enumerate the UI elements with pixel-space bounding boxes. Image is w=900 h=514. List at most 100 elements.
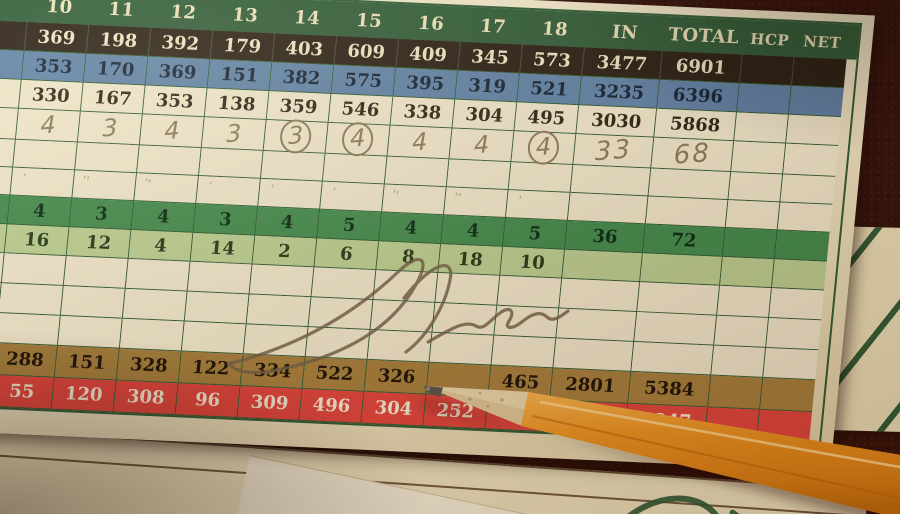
cell-par-10: 4 <box>7 195 73 228</box>
cell-par-NET <box>774 230 830 262</box>
cell-header-NET: NET <box>794 25 850 60</box>
cell-tees-gold-14: 334 <box>240 354 306 389</box>
cell-handicap-NET <box>771 259 827 291</box>
cell-handicap-14: 2 <box>252 235 318 268</box>
cell-blank-3-IN <box>556 308 638 342</box>
cell-blank-1-NET <box>780 174 836 205</box>
cell-blank-3-18 <box>494 305 560 339</box>
cell-player-score-12: 4 <box>139 114 205 149</box>
cell-tees-gold-IN: 2801 <box>550 368 632 404</box>
cell-par-IN: 36 <box>565 220 646 254</box>
cell-blank-3-17 <box>432 302 498 336</box>
cell-tees-white-11: 167 <box>80 82 146 115</box>
cell-player-score-13: 3 <box>201 117 267 151</box>
cell-blank-1-IN <box>570 165 652 197</box>
cell-tick-marks-18: ' <box>505 190 571 221</box>
cell-tees-blue-13: 151 <box>207 59 273 92</box>
cell-tees-black-15: 609 <box>334 36 400 68</box>
cell-blank-4-TOTAL <box>631 341 715 376</box>
cell-tees-gold-17 <box>426 362 492 398</box>
cell-tees-white-10: 330 <box>18 79 84 112</box>
cell-handicap-17: 18 <box>438 244 504 276</box>
cell-tees-blue-11: 170 <box>83 53 149 86</box>
cell-player-score-16: 4 <box>387 125 453 160</box>
cell-par-13: 3 <box>193 203 259 236</box>
cell-blank-2-15 <box>311 267 377 301</box>
cell-player-score-HCP <box>731 141 787 175</box>
cell-tees-gold-18: 465 <box>488 365 554 401</box>
cell-blank-3-HCP <box>714 315 770 348</box>
cell-blank-2-11 <box>63 256 129 289</box>
cell-blank-2-IN <box>559 278 641 313</box>
cell-tees-gold-NET <box>760 377 816 413</box>
cell-blank-3-14 <box>246 294 312 328</box>
cell-tees-red-12: 308 <box>113 380 179 416</box>
cell-tees-white-15: 546 <box>328 93 394 126</box>
cell-tees-blue-IN: 3235 <box>579 76 660 109</box>
cell-blank-2-NET <box>769 288 824 321</box>
cell-tees-gold-11: 151 <box>54 345 120 381</box>
cell-tees-gold-13: 122 <box>178 351 244 387</box>
cell-blank-4-HCP <box>711 345 767 378</box>
cell-handicap-TOTAL <box>640 253 723 286</box>
cell-player-score-11: 3 <box>77 111 143 146</box>
cell-tees-white-13: 138 <box>204 88 270 121</box>
handwritten-score: 3 <box>225 119 242 149</box>
cell-blank-1-12 <box>137 145 202 177</box>
cell-header-17: 17 <box>460 9 527 45</box>
cell-blank-4-14 <box>243 324 309 358</box>
cell-tees-gold-12: 328 <box>116 348 182 384</box>
cell-tees-gold-TOTAL: 5384 <box>628 371 712 408</box>
cell-player-score-18: 4 <box>511 129 577 166</box>
pencil-tick-mark: '' <box>390 187 401 202</box>
cell-blank-2-13 <box>187 261 253 295</box>
cell-blank-2-HCP <box>717 285 772 319</box>
cell-tees-blue-HCP <box>737 83 792 115</box>
cell-header-12: 12 <box>151 0 217 31</box>
pencil-tick-mark: '' <box>142 176 153 191</box>
handwritten-score: 4 <box>527 129 560 166</box>
cell-player-score-15: 4 <box>325 121 391 158</box>
cell-handicap-18: 10 <box>500 246 566 279</box>
cell-tees-blue-14: 382 <box>269 62 335 94</box>
handwritten-score: 3 <box>279 118 312 155</box>
cell-header-18: 18 <box>522 12 588 48</box>
cell-handicap-HCP <box>720 256 775 289</box>
cell-blank-2-18 <box>497 275 563 309</box>
cell-tees-white-16: 338 <box>390 96 456 129</box>
cell-handicap-10: 16 <box>4 224 70 257</box>
cell-blank-1-16 <box>384 156 450 188</box>
cell-tees-gold-HCP <box>708 375 764 410</box>
cell-tick-marks-15: ' <box>320 181 385 213</box>
handwritten-score: 4 <box>39 110 56 140</box>
cell-header-16: 16 <box>399 7 465 42</box>
cell-par-15: 5 <box>317 209 383 242</box>
cell-handicap-16: 8 <box>376 241 442 273</box>
cell-header-TOTAL: TOTAL <box>662 19 746 55</box>
cell-tees-black-12: 392 <box>148 27 214 60</box>
cell-player-score-NET <box>783 143 839 177</box>
cell-tees-black-11: 198 <box>86 24 152 57</box>
cell-tees-blue-18: 521 <box>517 73 583 106</box>
cell-header-HCP: HCP <box>742 22 798 57</box>
cell-blank-4-11 <box>57 315 123 349</box>
handwritten-score: 4 <box>411 127 428 157</box>
cell-blank-4-16 <box>367 329 433 363</box>
cell-tees-red-13: 96 <box>175 383 241 419</box>
cell-blank-1-14 <box>260 150 326 182</box>
cell-player-score-10: 4 <box>15 108 81 143</box>
cell-tees-red-15: 496 <box>299 388 365 424</box>
cell-tick-marks-11: '' <box>72 170 138 202</box>
cell-header-13: 13 <box>213 0 279 34</box>
cell-tees-blue-12: 369 <box>145 56 211 89</box>
scorecard: 10 11 12 13 14 15 16 17 18 IN TOTAL HCP NET 369 198 392… <box>0 0 875 471</box>
cell-tees-red-14: 309 <box>237 386 303 421</box>
cell-handicap-13: 14 <box>190 232 256 265</box>
cell-tick-marks-13: ' <box>196 176 261 207</box>
cell-tees-black-16: 409 <box>396 38 461 71</box>
cell-tees-gold-10: 288 <box>0 343 58 378</box>
cell-tees-gold-15: 522 <box>302 357 368 392</box>
cell-par-18: 5 <box>503 218 568 250</box>
cell-tees-white-TOTAL: 5868 <box>654 108 738 142</box>
cell-tees-blue-17: 319 <box>455 70 521 103</box>
